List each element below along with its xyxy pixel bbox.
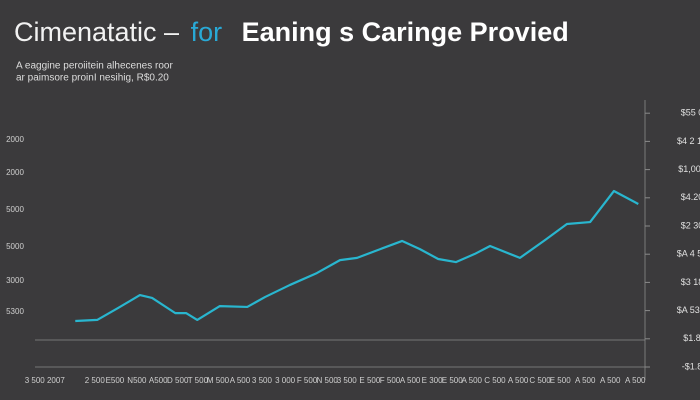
y-tick-label: $3 1800 (681, 277, 700, 287)
x-tick-label: E 500 (359, 376, 380, 385)
x-tick-label: A 500 (600, 376, 621, 385)
x-tick-label: E500 (106, 376, 125, 385)
y-tick-label: $4.2000 (681, 192, 700, 202)
subtitle: A eaggine peroiitein alhecenes roor (16, 61, 173, 72)
x-tick-label: F 500 (380, 376, 401, 385)
x-tick-label: A 500 (508, 376, 529, 385)
x-tick-label: M 500 (207, 376, 230, 385)
subtitle: ar paimsore proinI nesihig, R$0.20 (16, 73, 169, 84)
x-tick-label: C 500 (484, 376, 506, 385)
x-tick-label: E 500 (550, 376, 571, 385)
x-tick-label: F 500 (297, 376, 318, 385)
y2-tick-label: 5300 (6, 307, 24, 316)
y-tick-label: $1.800 (683, 333, 700, 343)
title-accent: for (191, 17, 223, 47)
y-tick-label: $A 4 5200 (677, 249, 700, 259)
title-lead: Cimenatatic – (14, 17, 179, 47)
x-tick-label: C 500 (529, 376, 551, 385)
y-tick-label: -$1.800 (682, 361, 700, 371)
x-tick-label: T 500 (188, 376, 209, 385)
y2-tick-label: 5000 (6, 242, 24, 251)
x-tick-label: D 500 (167, 376, 189, 385)
x-tick-label: E 300 (422, 376, 443, 385)
y-tick-label: $4 2 1200 (677, 136, 700, 146)
y-tick-label: $55 000 (681, 108, 700, 118)
y2-tick-label: 2000 (6, 135, 24, 144)
x-tick-label: A 500 (462, 376, 483, 385)
x-tick-label: A 500 (575, 376, 596, 385)
x-tick-label: A500 (149, 376, 168, 385)
x-tick-label: 3 000 (275, 376, 296, 385)
data-line (75, 189, 639, 323)
x-tick-label: A 500 (230, 376, 251, 385)
x-tick-label: E 500 (442, 376, 463, 385)
y2-tick-label: 3000 (6, 276, 24, 285)
y-tick-label: $A 53 500 (677, 305, 700, 315)
title-main: Eaning s Caringe Provied (242, 17, 569, 47)
x-tick-label: A 500 (625, 376, 646, 385)
x-tick-label: 3 500 (337, 376, 358, 385)
x-tick-label: 3 500 (252, 376, 273, 385)
y2-tick-label: 5000 (6, 205, 24, 214)
chart-title: Cimenatatic – for Eaning s Caringe Provi… (14, 17, 569, 47)
x-tick-label: 3 500 2007 (25, 376, 66, 385)
y-tick-label: $1,00000 (678, 164, 700, 174)
y2-tick-label: 2000 (6, 168, 24, 177)
x-tick-label: 2 500 (85, 376, 106, 385)
y-tick-label: $2 3000 (681, 220, 700, 230)
x-tick-label: A 500 (400, 376, 421, 385)
x-tick-label: N 500 (317, 376, 339, 385)
x-tick-label: N500 (127, 376, 147, 385)
